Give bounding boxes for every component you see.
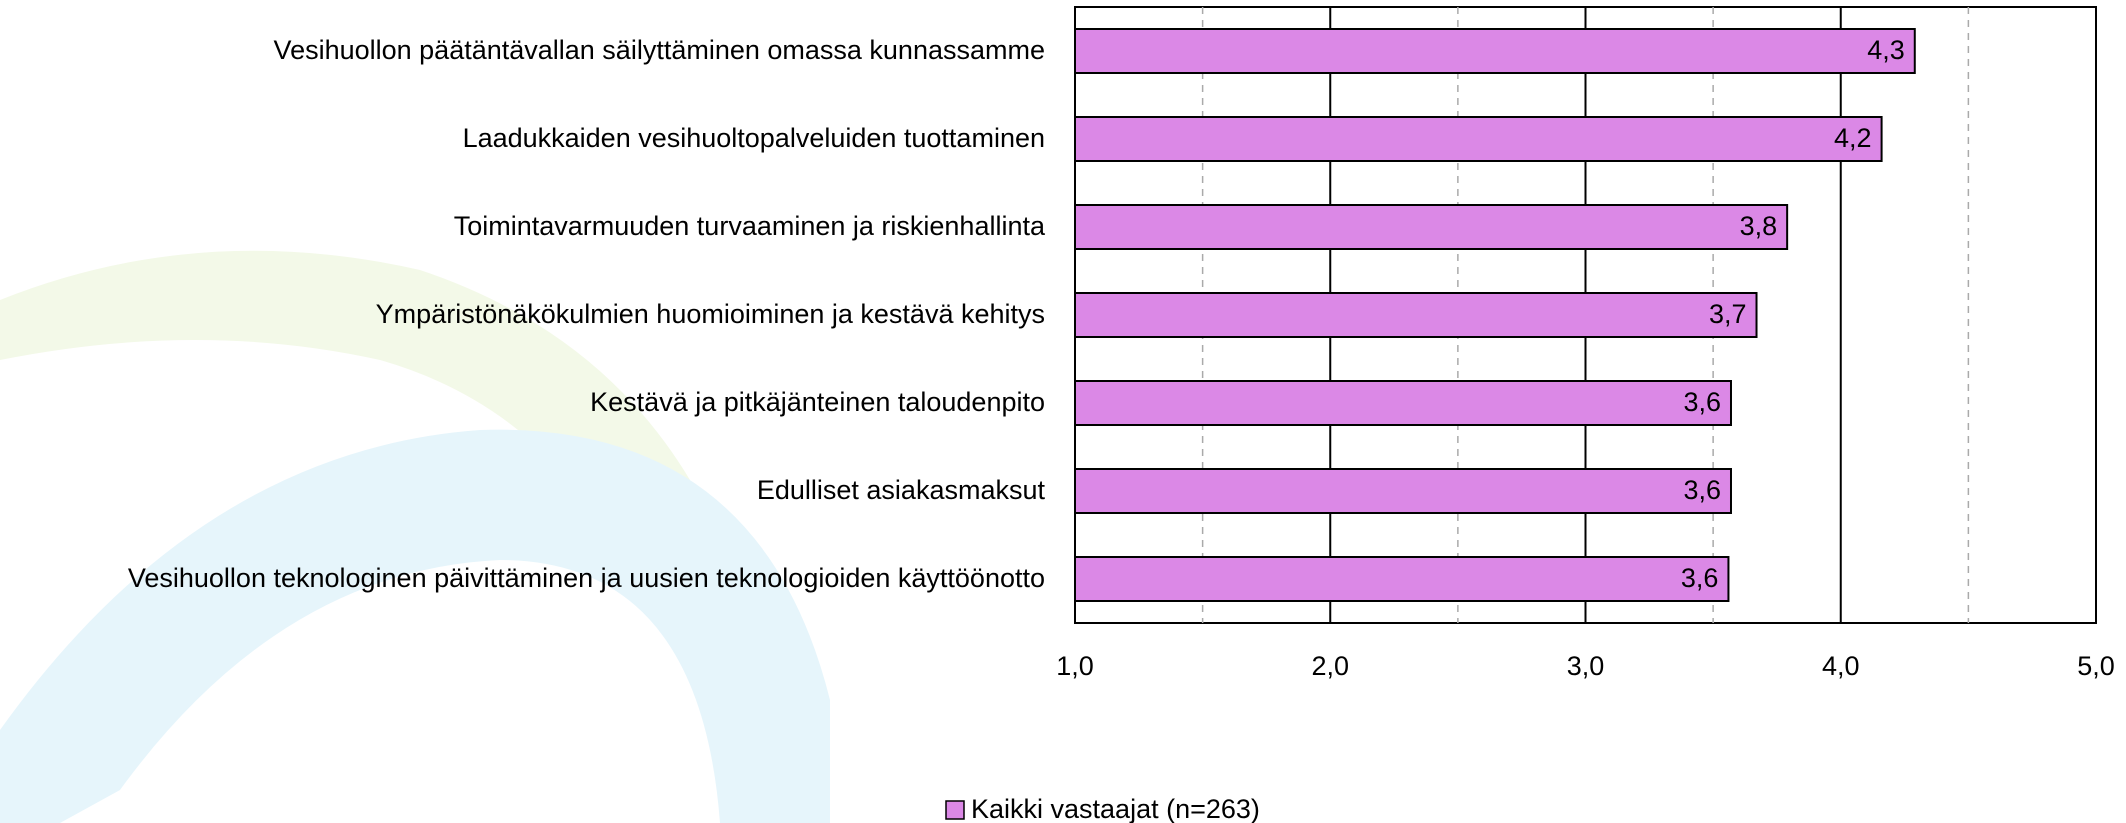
y-tick-label: Kestävä ja pitkäjänteinen taloudenpito [590, 387, 1045, 417]
data-label: 3,6 [1681, 563, 1719, 593]
data-label: 3,7 [1709, 299, 1747, 329]
legend-swatch [945, 800, 965, 820]
bar [1074, 556, 1730, 602]
y-tick-label: Ympäristönäkökulmien huomioiminen ja kes… [376, 299, 1045, 329]
data-label: 3,8 [1740, 211, 1778, 241]
x-tick-label: 3,0 [1567, 651, 1605, 681]
y-tick-label: Toimintavarmuuden turvaaminen ja riskien… [454, 211, 1046, 241]
bar [1074, 28, 1916, 74]
y-tick-label: Vesihuollon päätäntävallan säilyttäminen… [274, 35, 1045, 65]
data-label: 3,6 [1683, 387, 1721, 417]
y-tick-label: Laadukkaiden vesihuoltopalveluiden tuott… [463, 123, 1045, 153]
bar [1074, 468, 1732, 514]
legend-label: Kaikki vastaajat (n=263) [971, 794, 1260, 823]
x-tick-label: 2,0 [1311, 651, 1349, 681]
x-tick-label: 4,0 [1822, 651, 1860, 681]
data-label: 4,2 [1834, 123, 1872, 153]
data-label: 4,3 [1867, 35, 1905, 65]
bar [1074, 292, 1758, 338]
x-tick-label: 1,0 [1056, 651, 1094, 681]
decor-green [0, 250, 690, 520]
decor-blue [0, 429, 830, 823]
x-tick-label: 5,0 [2077, 651, 2115, 681]
y-tick-label: Vesihuollon teknologinen päivittäminen j… [128, 563, 1045, 593]
bar [1074, 116, 1883, 162]
bar [1074, 204, 1789, 250]
data-label: 3,6 [1683, 475, 1721, 505]
bar [1074, 380, 1732, 426]
background-decoration [0, 250, 830, 823]
y-tick-label: Edulliset asiakasmaksut [757, 475, 1046, 505]
